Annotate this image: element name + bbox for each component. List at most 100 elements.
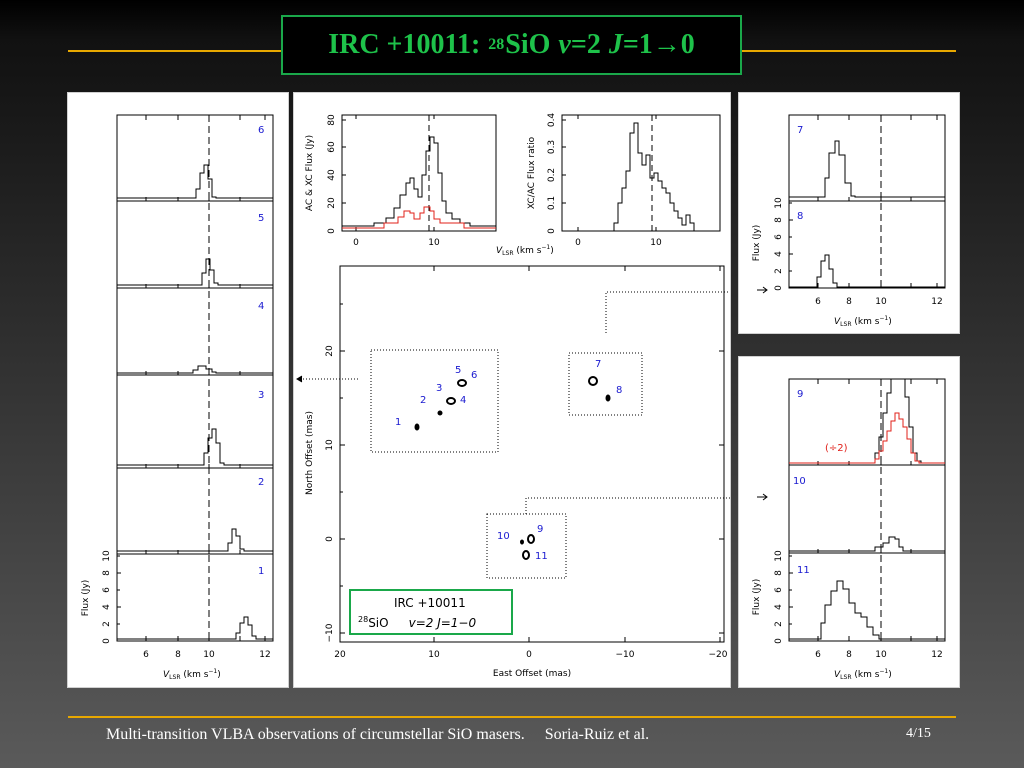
ratio-xtick: 0: [575, 238, 581, 248]
ratio-ytick: 0.3: [547, 140, 557, 154]
ratio-ytick: 0.2: [547, 168, 557, 182]
left-ytick: 8: [102, 570, 112, 576]
rt-xtick: 12: [931, 297, 942, 307]
maser-spot-9: [527, 534, 535, 544]
maser-spot-3-4: [446, 397, 456, 405]
rb-ytick: 8: [774, 570, 784, 576]
right-top-spectra-figure: 7 8 6 8 10 12 0 2 4 6 8 10 Flux (Jy) VLS…: [752, 114, 946, 328]
spectrum-label-6: 6: [258, 125, 264, 136]
map-legend-source: IRC +10011: [394, 596, 466, 610]
spectrum-label-1: 1: [258, 566, 264, 577]
spectrum-2: [117, 528, 273, 552]
map-ytick: 0: [325, 536, 335, 542]
title-end: 0: [680, 29, 695, 60]
ratio-curve: [613, 122, 695, 231]
header-rule-left: [68, 50, 282, 52]
acxc-ytick: 0: [327, 228, 337, 234]
spectrum-5: [117, 258, 273, 286]
left-spectra-figure: 6 5 4 3 2 1 6 8 10 12 0 2 4 6 8 10 Flux …: [81, 114, 274, 681]
spectrum-label-2: 2: [258, 477, 264, 488]
map-legend-transition: 28SiO v=2 J=1−0: [358, 615, 476, 630]
maser-spot-10: [520, 539, 524, 545]
acxc-xtick: 10: [428, 238, 440, 248]
maser-spot-11: [522, 550, 530, 560]
left-frame: [116, 114, 274, 642]
arrow-to-right-bottom-panel: [525, 497, 762, 514]
ratio-ytick: 0.4: [547, 113, 557, 128]
spot-label-4: 4: [460, 395, 466, 406]
center-figure: 0 10 0 20 40 60 80 AC & XC Flux (Jy) 0 1…: [296, 113, 762, 679]
left-xtick: 10: [203, 650, 215, 660]
center-panel: 0 10 0 20 40 60 80 AC & XC Flux (Jy) 0 1…: [293, 92, 762, 688]
map-xtick: 0: [526, 650, 532, 660]
map-ytick: 10: [325, 439, 335, 451]
ratio-y-axis-label: XC/AC Flux ratio: [527, 136, 537, 209]
spot-label-7: 7: [595, 359, 601, 370]
left-ytick: 4: [102, 604, 112, 610]
spots-1-6-box: [370, 349, 499, 453]
left-y-axis-label: Flux (Jy): [81, 580, 91, 617]
map-xtick: −20: [709, 650, 728, 660]
title-j: J: [608, 29, 623, 60]
spectrum-label-5: 5: [258, 213, 264, 224]
ratio-ytick: 0: [547, 228, 557, 234]
spectrum-8: [789, 254, 945, 288]
right-top-spectra-panel: 7 8 6 8 10 12 0 2 4 6 8 10 Flux (Jy) VLS…: [738, 92, 960, 334]
ac-xc-plot: [341, 114, 497, 232]
footer-author: Soria-Ruiz et al.: [544, 726, 650, 743]
left-x-axis-label: VLSR (km s−1): [163, 668, 221, 681]
maser-spot-1: [414, 423, 420, 431]
spectrum-3: [117, 428, 273, 466]
ac-spectrum: [342, 136, 496, 227]
spectrum-label-3: 3: [258, 390, 264, 401]
maser-spot-5-6: [457, 379, 467, 387]
spot-label-8: 8: [616, 385, 622, 396]
spot-label-2: 2: [420, 395, 426, 406]
maser-spot-7: [588, 376, 598, 386]
header-rule-right: [742, 50, 956, 52]
spectrum-label-4: 4: [258, 301, 264, 312]
spectrum-6: [117, 164, 273, 199]
spectrum-1: [117, 616, 273, 640]
left-xtick: 12: [259, 650, 270, 660]
map-legend-box: [349, 589, 513, 635]
map-xtick: 10: [428, 650, 440, 660]
spectrum-label-9: 9: [797, 389, 803, 400]
spectrum-9-scaled: [789, 412, 945, 464]
spectrum-label-11: 11: [797, 565, 810, 576]
rt-ytick: 6: [774, 234, 784, 240]
left-ticks: [117, 115, 266, 642]
map-xtick: 20: [334, 650, 346, 660]
acxc-xtick: 0: [353, 238, 359, 248]
xc-spectrum: [342, 206, 496, 229]
rt-y-axis-label: Flux (Jy): [752, 225, 762, 262]
left-ytick: 6: [102, 587, 112, 593]
spectrum-label-10: 10: [793, 476, 806, 487]
left-xtick: 8: [175, 650, 181, 660]
rt-ytick: 2: [774, 268, 784, 274]
slide-footer: Multi-transition VLBA observations of ci…: [106, 726, 649, 744]
left-ytick: 10: [102, 550, 112, 562]
title-isotope: 28: [488, 36, 505, 53]
spectrum-11: [789, 580, 945, 640]
map-ytick: −10: [325, 623, 335, 642]
rt-xtick: 10: [875, 297, 887, 307]
footer-description: Multi-transition VLBA observations of ci…: [106, 726, 525, 743]
rb-xtick: 6: [815, 650, 821, 660]
rt-ytick: 8: [774, 217, 784, 223]
rb-xtick: 8: [846, 650, 852, 660]
title-j-eq: =1: [622, 29, 653, 60]
map-y-axis-label: North Offset (mas): [305, 411, 315, 495]
spectrum-4: [117, 365, 273, 374]
spectrum-7: [789, 140, 945, 198]
map-xtick: −10: [616, 650, 635, 660]
rt-x-axis-label: VLSR (km s−1): [834, 315, 892, 328]
rt-ytick: 4: [774, 251, 784, 257]
title-v: v: [558, 29, 571, 60]
rb-ytick: 0: [774, 638, 784, 644]
title-main: IRC +10011:: [328, 29, 481, 60]
spectrum-label-8: 8: [797, 211, 803, 222]
acxc-ytick: 40: [327, 169, 337, 181]
spot-label-10: 10: [497, 531, 510, 542]
acxc-ytick: 80: [327, 114, 337, 126]
